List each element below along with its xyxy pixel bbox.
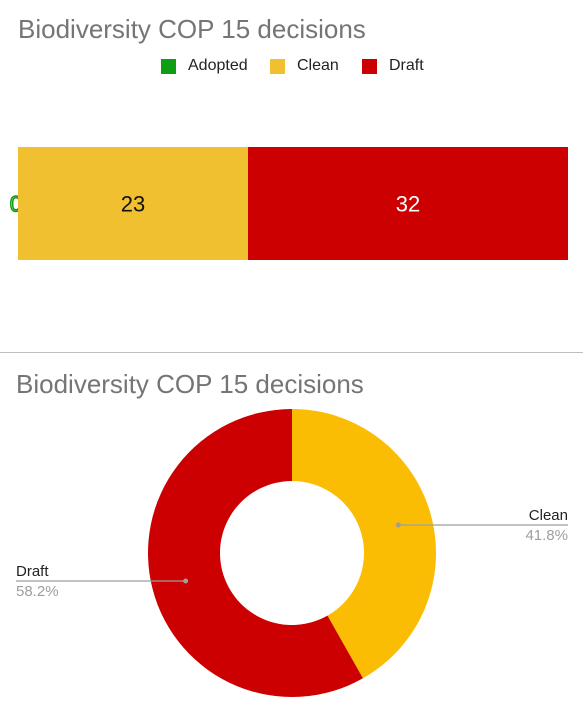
- stacked-bar-plot: 0 23 32: [9, 147, 568, 260]
- legend-label-draft: Draft: [389, 57, 424, 74]
- data-label-clean: 23: [121, 192, 145, 217]
- legend-swatch-adopted: [161, 58, 176, 74]
- slice-percent-draft: 58.2%: [16, 583, 59, 600]
- stacked-bar-chart-panel: Biodiversity COP 15 decisions Adopted Cl…: [0, 0, 583, 352]
- legend-swatch-draft: [362, 58, 377, 74]
- donut-chart-title: Biodiversity COP 15 decisions: [16, 369, 364, 399]
- legend-item-adopted: Adopted: [161, 56, 248, 76]
- legend-swatch-clean: [270, 58, 285, 74]
- donut-plot: Clean 41.8% Draft 58.2%: [16, 409, 568, 697]
- legend-item-clean: Clean: [270, 56, 339, 76]
- donut-slice-clean: [292, 409, 437, 679]
- slice-percent-clean: 41.8%: [525, 527, 568, 544]
- chart-divider: [0, 352, 583, 353]
- bar-segment-draft: [248, 147, 568, 260]
- legend-label-clean: Clean: [297, 57, 339, 74]
- donut-slice-draft: [148, 409, 363, 697]
- legend-item-draft: Draft: [362, 56, 424, 76]
- slice-label-draft: Draft: [16, 563, 49, 580]
- bar-chart-title: Biodiversity COP 15 decisions: [18, 14, 366, 44]
- bar-chart-legend: Adopted Clean Draft: [0, 56, 583, 76]
- bar-segment-clean: [18, 147, 248, 260]
- data-label-draft: 32: [396, 192, 420, 217]
- donut-chart-panel: Biodiversity COP 15 decisions Clean 41.8%…: [0, 353, 583, 710]
- slice-label-clean: Clean: [529, 507, 568, 524]
- legend-label-adopted: Adopted: [188, 57, 248, 74]
